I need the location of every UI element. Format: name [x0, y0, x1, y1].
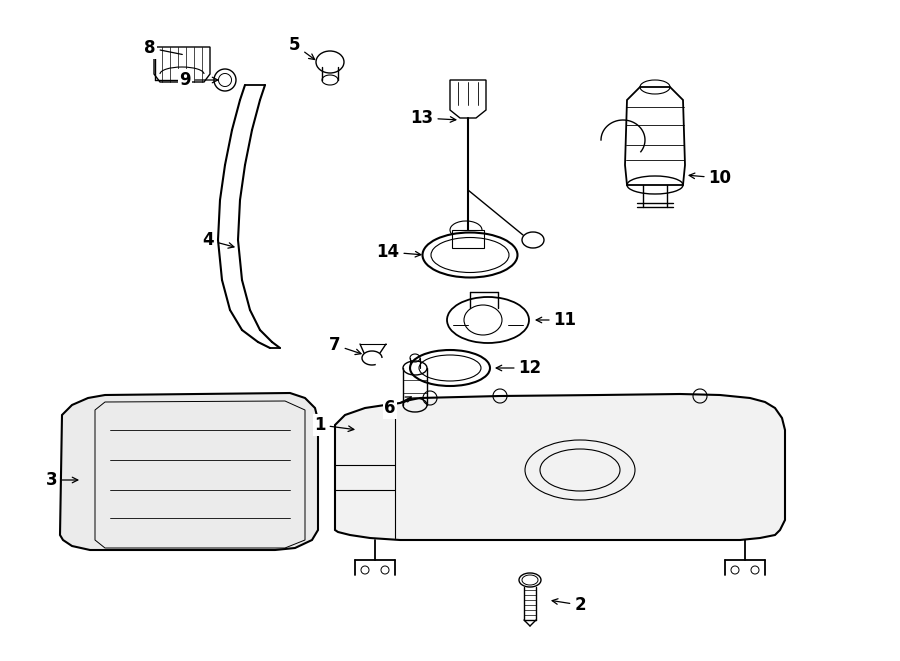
Text: 11: 11 [536, 311, 577, 329]
Polygon shape [450, 80, 486, 118]
Text: 12: 12 [496, 359, 542, 377]
Text: 2: 2 [552, 596, 586, 614]
Text: 13: 13 [410, 109, 455, 127]
Text: 3: 3 [46, 471, 77, 489]
Text: 10: 10 [689, 169, 732, 187]
Text: 6: 6 [384, 397, 411, 417]
Bar [452, 230, 484, 248]
Text: 8: 8 [144, 39, 183, 57]
Text: 9: 9 [179, 71, 218, 89]
Text: 4: 4 [202, 231, 234, 249]
Text: 5: 5 [289, 36, 315, 59]
Text: 14: 14 [376, 243, 421, 261]
Text: 1: 1 [314, 416, 354, 434]
Text: 7: 7 [329, 336, 361, 354]
Polygon shape [60, 393, 318, 550]
Polygon shape [335, 394, 785, 540]
Polygon shape [625, 87, 685, 185]
Polygon shape [154, 47, 210, 82]
